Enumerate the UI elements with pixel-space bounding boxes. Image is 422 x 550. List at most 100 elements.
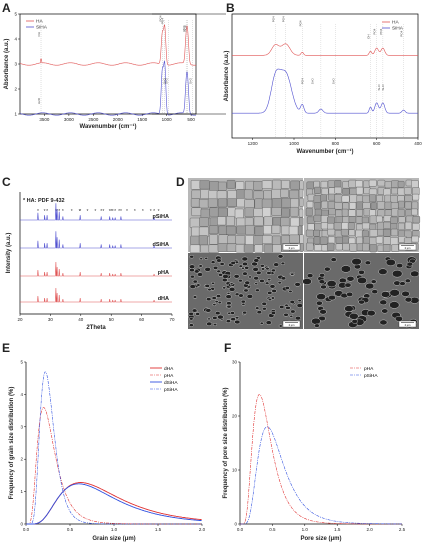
grain <box>306 242 314 251</box>
y-tick-label: 0 <box>234 522 237 527</box>
pore <box>189 264 196 269</box>
y-tick-label: 2 <box>20 457 23 462</box>
x-tick-label: 2.0 <box>199 527 206 532</box>
pore <box>207 288 212 292</box>
grain <box>368 179 377 187</box>
scale-bar-label: 2 μm <box>405 246 411 250</box>
grain <box>299 243 304 252</box>
grain <box>208 244 219 253</box>
pore <box>189 323 194 327</box>
grain <box>299 234 304 244</box>
distribution-curve-pha <box>26 407 202 525</box>
grain <box>313 229 320 237</box>
pore <box>195 312 201 316</box>
peak-annotation: PO4 <box>184 25 188 31</box>
pore <box>189 284 196 289</box>
grain <box>306 181 315 190</box>
grain <box>243 244 254 253</box>
pore <box>192 279 198 284</box>
legend-label-siha: SiHA <box>36 25 48 31</box>
grain <box>189 217 200 228</box>
peak-annotation: Si-O <box>165 77 169 84</box>
grain <box>262 235 273 244</box>
grain <box>299 197 304 207</box>
pore <box>265 267 270 271</box>
pore <box>259 279 265 283</box>
x-tick-label: 800 <box>332 141 340 146</box>
pdf-marker: * <box>134 209 136 215</box>
x-tick-label: 1000 <box>162 117 173 122</box>
pore <box>349 312 359 320</box>
pore <box>364 260 371 266</box>
pdf-marker: * <box>100 209 102 215</box>
grain <box>271 224 281 234</box>
pore <box>404 278 411 283</box>
grain <box>198 235 208 246</box>
x-tick-label: 2500 <box>88 117 99 122</box>
pore <box>234 319 241 325</box>
grain <box>375 215 383 223</box>
grain <box>340 228 349 236</box>
grain <box>390 216 398 224</box>
grain <box>217 198 228 208</box>
ftir-zoom-chart: 1200 1000 800 600 400 Wavenumber (cm⁻¹) Absorb… <box>224 13 422 155</box>
pore <box>217 314 224 320</box>
grain <box>391 187 398 195</box>
pdf-marker: * <box>44 209 46 215</box>
pore <box>196 283 201 287</box>
grain <box>342 188 350 195</box>
grain <box>314 208 323 216</box>
grain <box>253 216 264 226</box>
grain <box>335 236 344 244</box>
grain <box>254 198 264 209</box>
grain <box>341 208 349 217</box>
peak-annotation: PO4 <box>282 16 286 22</box>
peak-annotation: PO4 <box>271 16 275 22</box>
x-tick-label: 1.0 <box>302 527 309 532</box>
grain <box>226 216 235 226</box>
legend-label-ha: HA <box>36 19 43 25</box>
grain <box>207 198 218 208</box>
peak-annotation: PO4 <box>182 25 186 31</box>
grain <box>383 236 392 245</box>
pore <box>389 289 400 297</box>
pore <box>225 294 232 299</box>
grain <box>227 207 236 218</box>
pore <box>230 317 236 322</box>
xrd-label-psiha: pSiHA <box>153 214 170 220</box>
pore <box>256 310 262 315</box>
pore <box>222 274 229 279</box>
pore <box>297 299 302 303</box>
x-tick-label: 60 <box>139 317 145 322</box>
x-axis-title: Wavenumber (cm⁻¹) <box>297 148 354 155</box>
pore <box>399 281 406 286</box>
grain <box>334 180 342 189</box>
grain <box>327 223 335 230</box>
scale-bar-box <box>398 243 417 251</box>
grain <box>391 244 399 252</box>
pore <box>266 271 272 275</box>
x-tick-label: 400 <box>414 141 422 146</box>
x-tick-label: 40 <box>78 317 84 322</box>
grain <box>298 188 304 198</box>
ftir-full-chart: 3500 3000 2500 2000 1500 1000 500 1 2 3 4 5 Wavenumb… <box>4 12 226 130</box>
pore <box>295 315 301 321</box>
pore <box>406 261 413 267</box>
grain <box>218 181 227 191</box>
grain <box>262 207 272 218</box>
pdf-marker: * <box>112 209 114 215</box>
pore <box>238 293 244 298</box>
grain <box>328 208 336 216</box>
grain <box>227 190 238 200</box>
grain <box>226 243 238 252</box>
sem-micrographs: 2 μm 2 μm 2 μm 2 μm <box>188 178 421 329</box>
grain <box>369 229 378 237</box>
grain <box>412 222 420 231</box>
pore <box>219 262 225 266</box>
pore <box>197 272 203 277</box>
pdf-marker: * <box>150 209 152 215</box>
pore <box>260 267 266 271</box>
pore <box>189 317 194 321</box>
pore <box>227 311 232 315</box>
grain <box>244 217 254 227</box>
